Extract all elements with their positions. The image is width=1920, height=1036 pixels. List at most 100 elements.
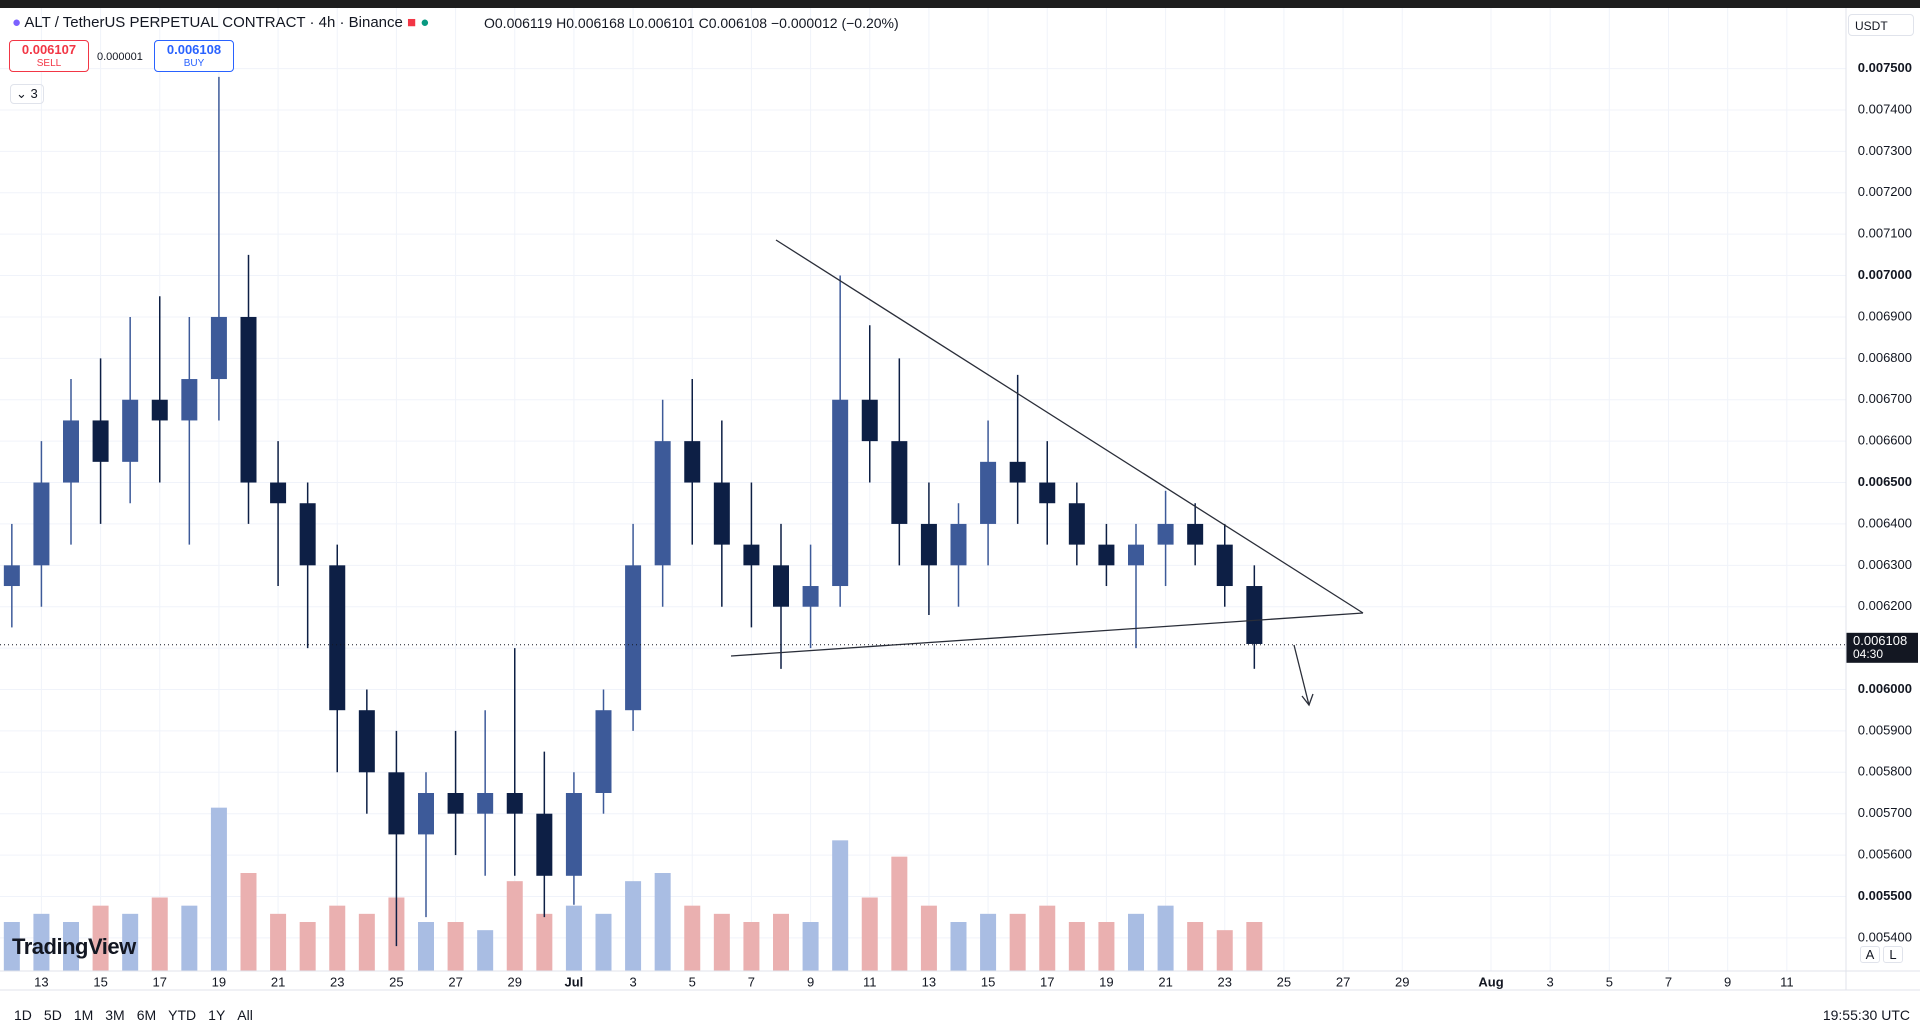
candle-body	[447, 793, 464, 814]
timeframe-button[interactable]: 3M	[105, 1007, 125, 1023]
indicators-toggle[interactable]: ⌄ 3	[10, 84, 44, 104]
volume-bar	[122, 913, 139, 971]
y-tick-label: 0.005500	[1858, 888, 1912, 903]
candle-body	[743, 544, 760, 566]
volume-bar	[329, 905, 346, 971]
candle-body	[802, 586, 819, 607]
volume-bar	[299, 922, 316, 971]
timeframes: 1D 5D 1M 3M 6M YTD 1Y All	[14, 1007, 265, 1023]
buy-button[interactable]: 0.006108 BUY	[154, 40, 234, 72]
volume-bar	[3, 922, 20, 971]
timeframe-button[interactable]: 1D	[14, 1007, 32, 1023]
x-tick-label: 11	[1780, 974, 1794, 989]
sell-button[interactable]: 0.006107 SELL	[9, 40, 89, 72]
x-tick-label: 29	[1395, 974, 1409, 989]
candle-body	[122, 399, 139, 462]
candle-body	[506, 793, 523, 814]
candle-body	[625, 565, 642, 711]
candle-body	[1098, 544, 1115, 566]
ohlc-legend: O0.006119 H0.006168 L0.006101 C0.006108 …	[484, 15, 899, 31]
top-bar	[0, 0, 1920, 8]
volume-bar	[832, 840, 849, 971]
x-tick-label: 3	[629, 974, 636, 989]
x-tick-label: 5	[1606, 974, 1613, 989]
timeframe-button[interactable]: YTD	[168, 1007, 197, 1023]
timeframe-button[interactable]: All	[237, 1007, 253, 1023]
candle-body	[980, 461, 997, 524]
candle-body	[299, 503, 316, 566]
x-tick-label: Jul	[565, 974, 584, 989]
y-tick-label: 0.006900	[1858, 308, 1912, 323]
candle-body	[950, 523, 967, 566]
y-tick-label: 0.006400	[1858, 515, 1912, 530]
y-tick-label: 0.005800	[1858, 764, 1912, 779]
symbol-title[interactable]: ● ALT / TetherUS PERPETUAL CONTRACT · 4h…	[12, 14, 430, 31]
x-tick-label: 25	[389, 974, 403, 989]
y-tick-label: 0.007500	[1858, 60, 1912, 75]
candle-body	[565, 793, 582, 876]
x-tick-label: 15	[93, 974, 107, 989]
volume-bar	[713, 913, 730, 971]
candle-body	[1187, 523, 1204, 545]
volume-bar	[181, 905, 198, 971]
volume-bar	[1128, 913, 1144, 971]
candle-body	[63, 420, 79, 483]
x-tick-label: 7	[748, 974, 755, 989]
logo: TradingView	[12, 934, 136, 959]
x-tick-label: 23	[1218, 974, 1232, 989]
x-tick-label: 23	[330, 974, 344, 989]
x-tick-label: 19	[1099, 974, 1113, 989]
auto-scale[interactable]: A	[1860, 946, 1880, 963]
timeframe-button[interactable]: 6M	[136, 1007, 157, 1023]
x-tick-label: 17	[153, 974, 167, 989]
candle-body	[773, 565, 789, 607]
currency-select[interactable]: USDT	[1848, 14, 1914, 36]
candle-body	[1246, 586, 1263, 644]
volume-bar	[565, 905, 582, 971]
candle-body	[33, 482, 50, 566]
volume-bar	[151, 897, 168, 971]
volume-bar	[477, 930, 494, 971]
candle-body	[210, 316, 227, 380]
log-scale[interactable]: L	[1883, 946, 1903, 963]
y-tick-label: 0.007100	[1858, 226, 1912, 241]
timeframe-button[interactable]: 1M	[73, 1007, 94, 1023]
x-tick-label: 27	[1336, 974, 1350, 989]
volume-bar	[506, 881, 523, 971]
y-tick-label: 0.006700	[1858, 391, 1912, 406]
x-tick-label: Aug	[1478, 974, 1503, 989]
x-tick-label: 29	[508, 974, 522, 989]
clock: 19:55:30 UTC	[1822, 1007, 1910, 1023]
candles	[3, 76, 1263, 947]
x-tick-label: 13	[922, 974, 936, 989]
x-tick-label: 27	[448, 974, 462, 989]
arrow-head	[1301, 693, 1314, 707]
x-tick-label: 13	[34, 974, 48, 989]
title: ALT / TetherUS PERPETUAL CONTRACT · 4h ·…	[24, 14, 403, 31]
volume-bar	[861, 897, 878, 971]
candle-body	[92, 420, 109, 462]
y-tick-label: 0.006600	[1858, 433, 1912, 448]
buy-label: BUY	[183, 58, 205, 69]
last-price-label: 0.006108	[1853, 633, 1907, 648]
trend-line	[730, 612, 1364, 657]
volume-bar	[92, 905, 109, 971]
buy-price: 0.006108	[166, 42, 222, 57]
volume-bar	[1068, 922, 1085, 971]
timeframe-button[interactable]: 1Y	[208, 1007, 226, 1023]
volume	[3, 807, 1263, 971]
spread: 0.000001	[97, 51, 143, 63]
volume-bar	[1098, 922, 1115, 971]
x-tick-label: 21	[1158, 974, 1172, 989]
volume-bar	[773, 913, 789, 971]
volume-bar	[1009, 913, 1026, 971]
x-tick-label: 19	[212, 974, 226, 989]
candle-body	[270, 482, 287, 504]
last-price-box	[1846, 632, 1918, 663]
timeframe-button[interactable]: 5D	[43, 1007, 62, 1023]
volume-bar	[1216, 930, 1233, 971]
candle-body	[1068, 503, 1085, 545]
candle-body	[240, 316, 257, 483]
y-tick-label: 0.005600	[1858, 847, 1912, 862]
